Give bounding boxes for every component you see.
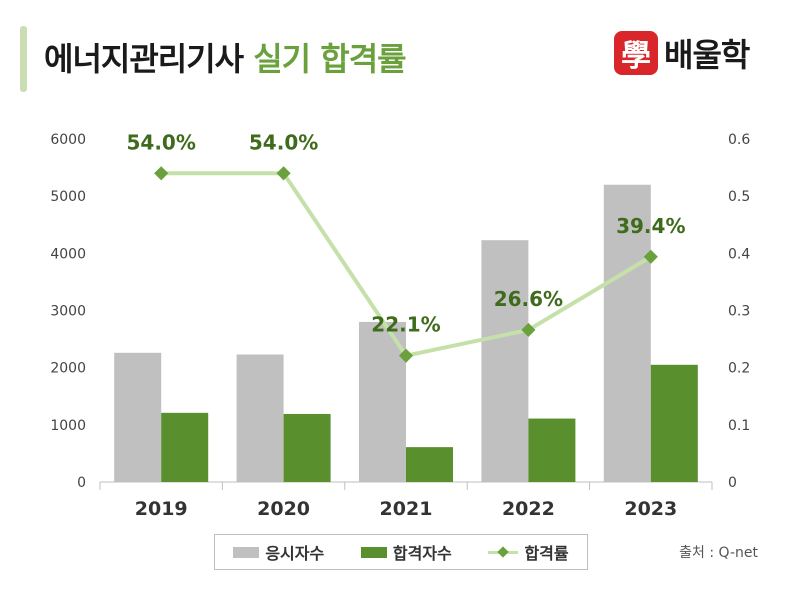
y-left-tick-label: 4000 [50,246,86,262]
bar-applicants [114,352,162,482]
bar-passers [650,364,698,482]
legend-item-applicants: 응시자수 [233,540,324,564]
rate-data-label: 39.4% [616,214,685,238]
y-right-tick-label: 0.2 [728,361,750,377]
rate-marker [398,348,414,363]
bar-applicants [359,321,406,482]
x-tick-label: 2023 [624,498,677,520]
logo-mark-icon: 學 [614,31,658,75]
rate-marker [154,166,169,181]
bar-passers [283,413,331,482]
page-title: 에너지관리기사 실기 합격률 [44,34,407,80]
title-accent-bar [20,26,27,92]
chart-legend: 응시자수 합격자수 합격률 [214,534,588,570]
x-tick-label: 2022 [502,498,555,520]
y-left-tick-label: 5000 [50,189,86,205]
bar-applicants [481,240,529,482]
rate-marker [643,249,658,264]
brand-logo: 學 배울학 [614,30,750,76]
bar-passers [161,412,209,482]
bar-passers [528,418,576,482]
y-left-tick-label: 6000 [50,132,86,148]
y-left-tick-label: 1000 [50,418,86,434]
rate-marker [521,322,536,338]
legend-label-passers: 합격자수 [392,544,452,563]
bar-passers [406,447,453,482]
legend-swatch-passers [360,546,387,558]
rate-marker [276,166,291,181]
y-left-tick-label: 2000 [50,361,86,377]
y-right-tick-label: 0.3 [728,304,750,320]
y-right-tick-label: 0.5 [728,189,750,205]
y-right-tick-label: 0.4 [728,246,750,262]
rate-data-label: 22.1% [371,313,440,337]
rate-data-label: 54.0% [127,130,196,154]
title-accent: 실기 합격률 [253,40,406,78]
legend-swatch-applicants [233,546,260,558]
bar-applicants [236,354,284,482]
y-right-tick-label: 0 [728,475,737,491]
title-main: 에너지관리기사 [44,40,244,78]
x-tick-label: 2020 [257,498,310,520]
legend-swatch-rate [488,545,519,558]
source-note: 출처 : Q-net [679,545,758,561]
rate-data-label: 54.0% [249,130,318,154]
x-tick-label: 2021 [380,498,433,520]
x-tick-label: 2019 [135,498,188,520]
legend-item-passers: 합격자수 [360,540,452,564]
legend-label-applicants: 응시자수 [265,544,325,563]
rate-data-label: 26.6% [494,287,563,311]
y-left-tick-label: 0 [77,475,86,491]
legend-label-rate: 합격률 [524,544,569,563]
legend-item-rate: 합격률 [488,540,569,564]
bar-applicants [603,184,651,482]
logo-text: 배울학 [664,36,750,74]
y-right-tick-label: 0.6 [728,132,750,148]
y-right-tick-label: 0.1 [728,418,750,434]
y-left-tick-label: 3000 [50,304,86,320]
